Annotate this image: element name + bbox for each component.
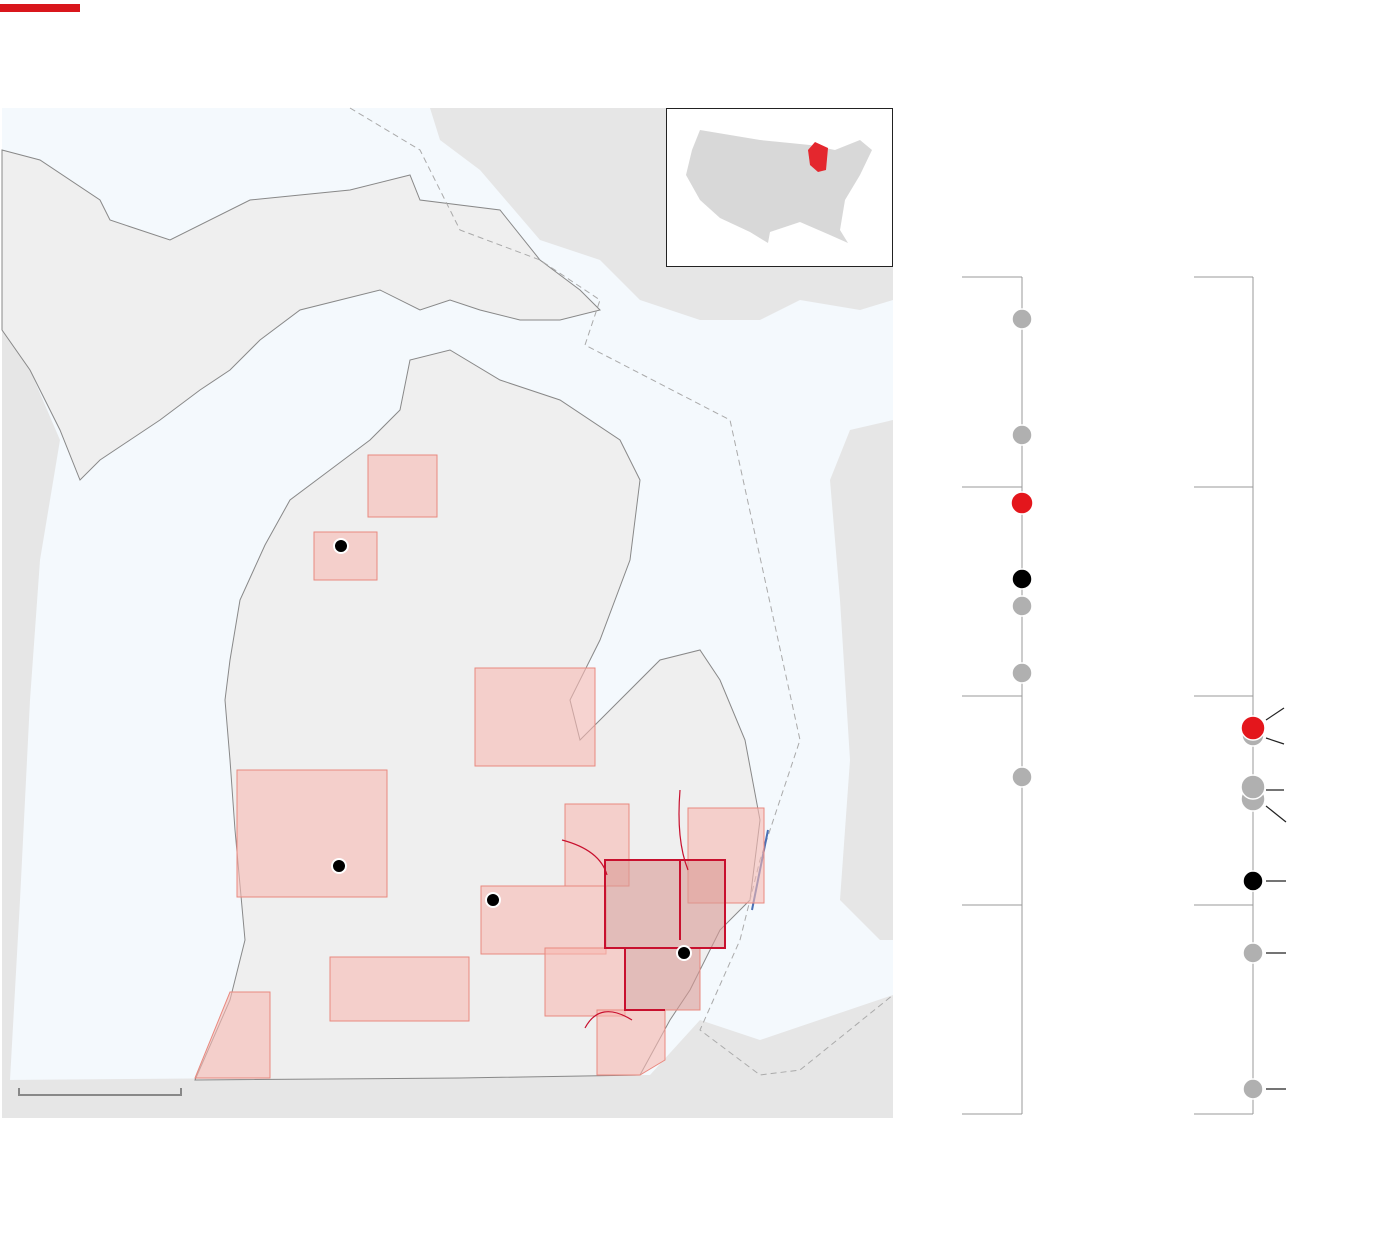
dot	[1240, 774, 1266, 800]
michigan-inset	[808, 142, 828, 172]
county	[313, 531, 378, 581]
leader	[1265, 737, 1285, 745]
ontario-land-east	[830, 420, 893, 940]
dot	[1011, 424, 1033, 446]
dot	[1242, 942, 1264, 964]
county	[367, 454, 438, 518]
city-dot	[676, 945, 692, 961]
county	[329, 956, 470, 1022]
leader	[561, 839, 608, 876]
southern-land	[2, 995, 893, 1118]
city-dots	[331, 538, 692, 961]
dot	[1011, 662, 1033, 684]
county-outline	[624, 948, 665, 1011]
accent-bar	[0, 4, 80, 12]
county-outline	[604, 859, 726, 949]
leader	[1265, 805, 1287, 823]
leader	[678, 789, 689, 871]
dot	[1242, 1078, 1264, 1100]
county	[544, 947, 626, 1017]
dot	[1011, 595, 1033, 617]
city-dot	[485, 892, 501, 908]
counties	[194, 454, 765, 1079]
leader	[1265, 707, 1285, 721]
leaders-right	[1265, 707, 1287, 1090]
map	[1, 107, 894, 1118]
county	[236, 769, 388, 898]
city-dot	[333, 538, 349, 554]
dot	[1011, 308, 1033, 330]
county	[480, 885, 607, 955]
scale-bar	[18, 1088, 182, 1096]
highlight-outlines	[561, 789, 726, 1029]
dot	[1240, 715, 1266, 741]
scale-left	[962, 276, 1023, 1115]
dot	[1011, 568, 1033, 590]
dot	[1242, 870, 1264, 892]
inset	[666, 108, 893, 267]
border-line	[349, 107, 894, 1076]
dots-right	[1240, 715, 1266, 1100]
upper-peninsula	[1, 149, 601, 481]
county	[194, 991, 271, 1079]
county	[474, 667, 596, 767]
dot	[1011, 766, 1033, 788]
scale-right	[1194, 276, 1254, 1115]
county	[604, 859, 726, 949]
wisconsin-land	[2, 330, 60, 1118]
dot	[1010, 491, 1034, 515]
city-dot	[331, 858, 347, 874]
leader	[584, 1011, 633, 1029]
dots-left	[1010, 308, 1034, 788]
